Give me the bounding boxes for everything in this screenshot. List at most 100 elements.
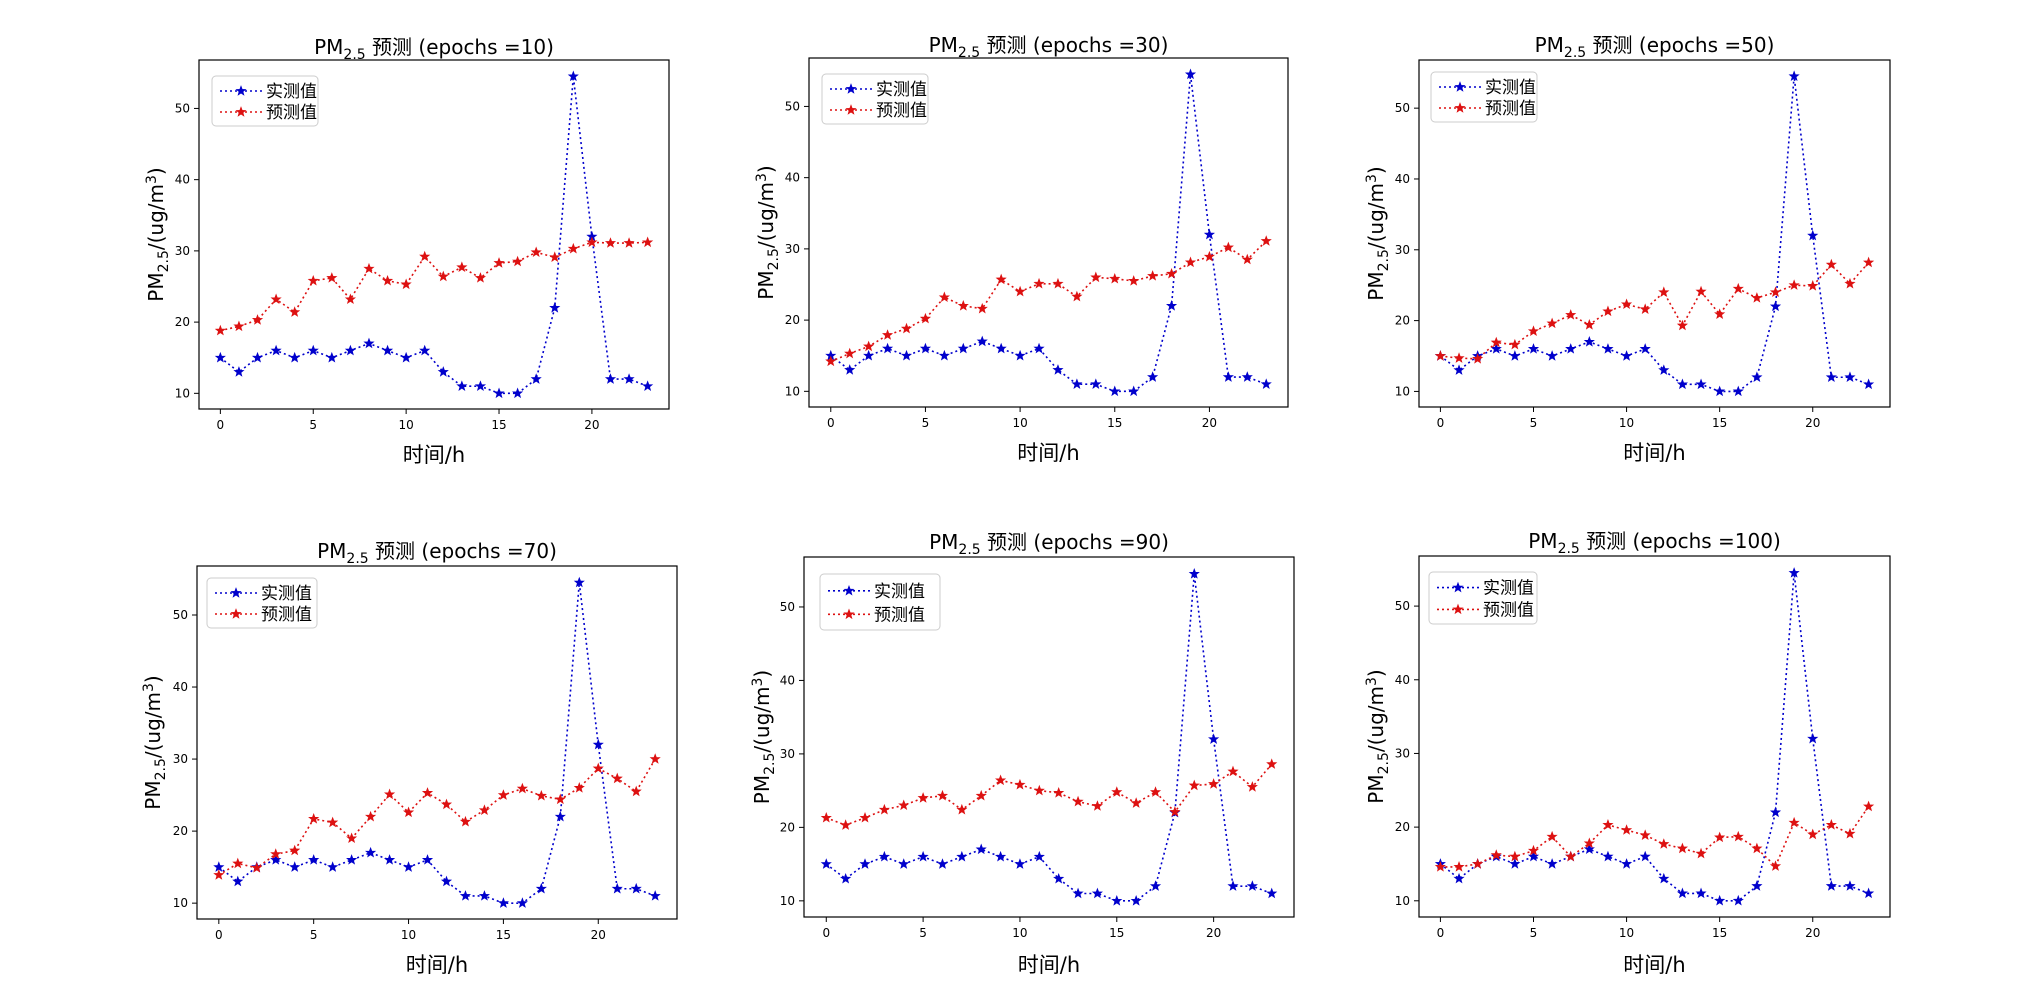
data-point	[604, 237, 617, 248]
data-point	[456, 380, 468, 391]
ylabel-close: )	[144, 167, 168, 175]
data-point	[919, 312, 932, 324]
ylabel-unit: /(ug/m	[144, 184, 168, 250]
ylabel-close: )	[141, 675, 165, 683]
data-point	[1227, 880, 1239, 891]
data-point	[1090, 378, 1102, 389]
chart-title: PM2.5 预测 (epochs =100)	[1528, 529, 1781, 557]
title-subscript: 2.5	[958, 45, 980, 61]
y-tick-label: 20	[780, 820, 795, 834]
data-point	[1188, 568, 1200, 579]
data-point	[530, 373, 542, 384]
data-point	[642, 380, 654, 391]
data-point	[840, 819, 852, 830]
title-pm: PM	[314, 35, 343, 59]
ylabel-close: )	[754, 165, 778, 173]
ylabel-superscript: 3	[1364, 174, 1380, 183]
x-tick-label: 5	[310, 928, 318, 942]
data-point	[1769, 286, 1782, 298]
legend-label: 实测值	[876, 80, 927, 100]
ylabel-subscript: 2.5	[153, 758, 169, 780]
legend-marker	[843, 608, 855, 620]
data-point	[1260, 235, 1272, 246]
data-point	[1546, 350, 1558, 361]
data-point	[573, 782, 585, 793]
data-point	[474, 272, 487, 283]
data-point	[1844, 827, 1856, 839]
x-tick-label: 20	[1202, 416, 1217, 430]
data-point	[1033, 277, 1045, 289]
data-point	[592, 738, 604, 750]
data-point	[1169, 806, 1181, 817]
data-point	[936, 789, 949, 801]
ylabel-close: )	[1364, 669, 1388, 677]
data-point	[1676, 378, 1688, 390]
ylabel-pm: PM	[144, 272, 168, 301]
data-point	[900, 349, 913, 361]
data-point	[437, 270, 449, 282]
data-point	[1509, 338, 1521, 350]
title-rest: 预测 (epochs =100)	[1580, 529, 1781, 553]
data-point	[1546, 317, 1558, 329]
y-axis-label: PM2.5/(ug/m3)	[1364, 669, 1392, 803]
data-point	[327, 861, 339, 872]
data-point	[1184, 68, 1197, 80]
data-point	[1453, 364, 1465, 375]
data-point	[1509, 350, 1521, 361]
data-point	[1602, 343, 1614, 354]
y-tick-label: 50	[785, 99, 800, 113]
data-point	[995, 273, 1007, 285]
x-tick-label: 0	[827, 416, 835, 430]
data-point	[586, 236, 598, 248]
y-tick-label: 40	[785, 171, 800, 185]
data-point	[344, 293, 356, 305]
data-point	[381, 274, 394, 286]
ylabel-superscript: 3	[754, 173, 770, 182]
data-point	[859, 858, 871, 869]
data-point	[623, 373, 635, 384]
y-tick-label: 10	[780, 894, 795, 908]
y-tick-label: 50	[780, 600, 795, 614]
data-point	[863, 349, 875, 361]
x-tick-label: 15	[1712, 926, 1727, 940]
y-tick-label: 50	[175, 101, 190, 115]
data-point	[535, 882, 547, 894]
y-tick-label: 30	[173, 752, 188, 766]
ylabel-close: )	[750, 670, 774, 678]
data-point	[1111, 894, 1123, 906]
title-subscript: 2.5	[346, 551, 368, 567]
x-tick-label: 0	[215, 928, 223, 942]
ylabel-superscript: 3	[1364, 677, 1380, 686]
data-point	[1583, 837, 1595, 849]
data-point	[251, 314, 264, 325]
data-point	[421, 787, 434, 798]
data-point	[592, 762, 604, 774]
data-point	[1222, 371, 1234, 382]
data-point	[1053, 872, 1065, 884]
data-point	[956, 803, 968, 815]
data-point	[1769, 860, 1782, 871]
data-point	[326, 351, 338, 363]
data-point	[326, 272, 338, 283]
data-point	[1583, 843, 1595, 854]
series-line	[219, 76, 648, 395]
data-point	[938, 349, 950, 361]
data-point	[1676, 842, 1688, 854]
data-point	[1751, 371, 1763, 382]
data-point	[1639, 829, 1651, 840]
data-point	[1527, 325, 1540, 336]
data-point	[1434, 861, 1446, 872]
data-point	[1091, 887, 1103, 899]
data-point	[459, 815, 472, 827]
series-line	[1440, 262, 1870, 360]
x-tick-label: 20	[1805, 416, 1820, 430]
title-pm: PM	[317, 539, 346, 563]
data-point	[232, 875, 244, 887]
data-point	[1639, 303, 1651, 315]
legend-label: 实测值	[1485, 78, 1536, 98]
data-point	[516, 897, 528, 908]
y-tick-label: 40	[780, 673, 795, 687]
